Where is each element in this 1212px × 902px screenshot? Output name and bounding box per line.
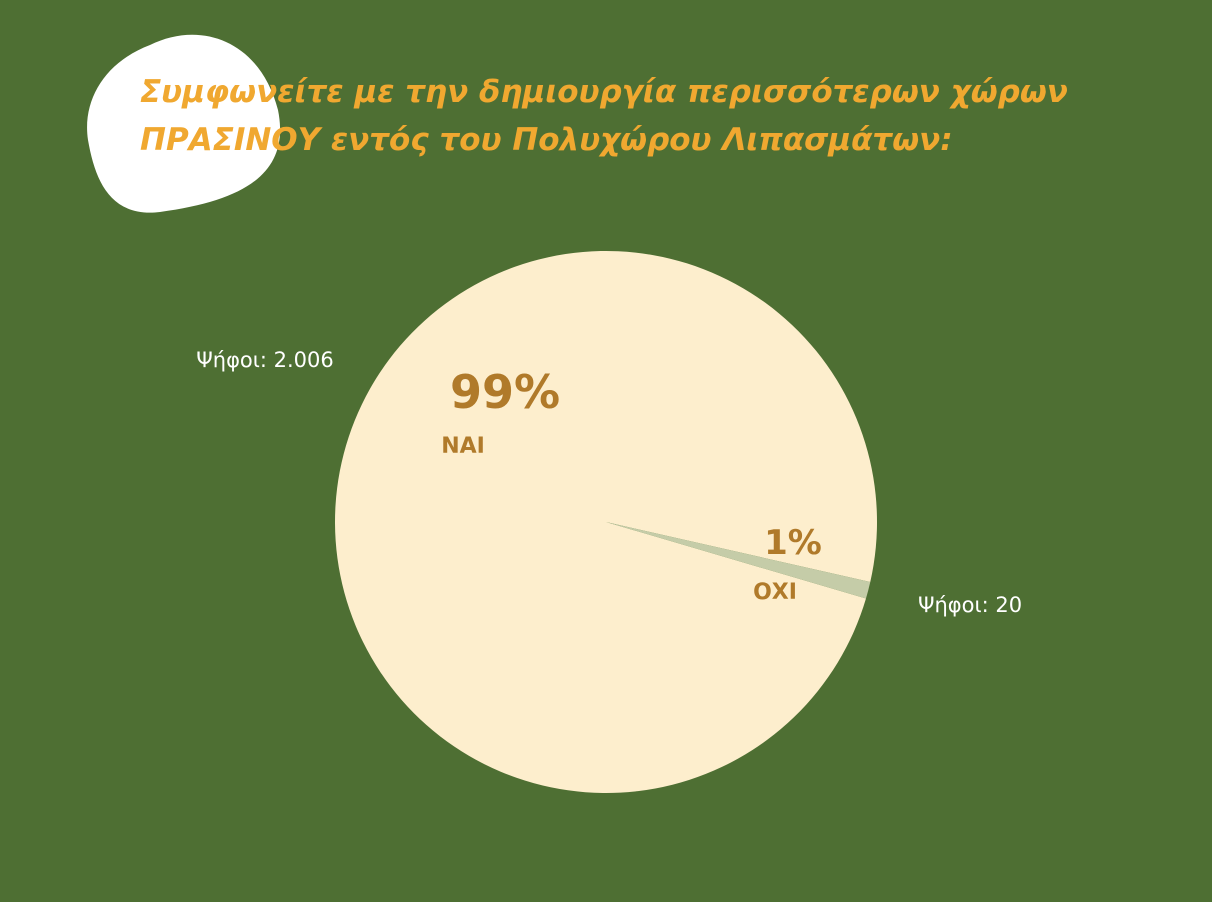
pie-slice	[335, 250, 878, 793]
chart-title: ΠΡΑΣΙΝΟΥ εντός του Πολυχώρου Λιπασμάτων:	[140, 122, 953, 158]
chart-title: Συμφωνείτε με την δημιουργία περισσότερω…	[140, 74, 1068, 110]
decor-blob	[87, 34, 281, 213]
category-label: ΟΧΙ	[753, 580, 797, 605]
pie-slice	[606, 522, 871, 599]
value-label: 1%	[764, 523, 822, 563]
annotation: Ψήφοι: 2.006	[196, 348, 334, 372]
annotation: Ψήφοι: 20	[918, 593, 1022, 617]
category-label: ΝΑΙ	[441, 434, 485, 459]
value-label: 99%	[450, 365, 560, 419]
